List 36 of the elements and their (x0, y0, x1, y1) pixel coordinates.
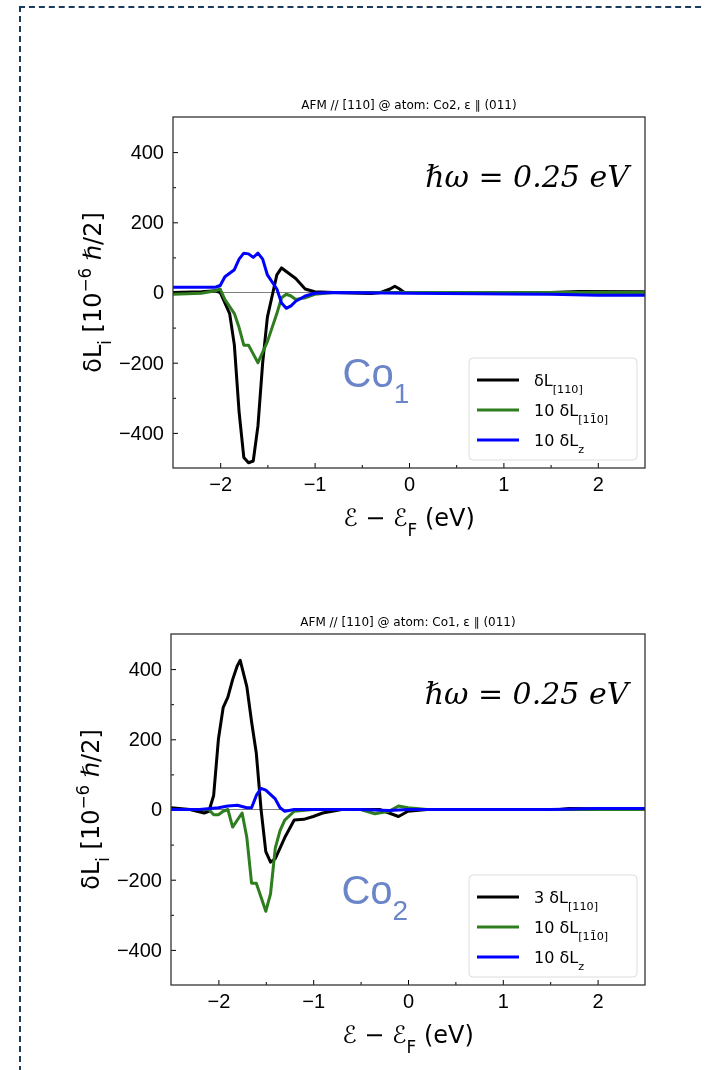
line-series (173, 251, 645, 310)
x-tick-label: −2 (209, 473, 233, 496)
y-tick-label: 400 (130, 141, 164, 163)
y-tick-label: −200 (116, 868, 162, 891)
y-tick-label: 200 (130, 211, 164, 234)
x-tick-label: 1 (498, 473, 510, 496)
x-tick-label: −2 (207, 990, 231, 1013)
x-axis-title: ℰ − ℰ$_{F}$ (eV) (342, 1021, 474, 1057)
y-tick-label: −400 (116, 938, 162, 961)
x-tick-label: −1 (302, 990, 326, 1013)
x-tick-label: 0 (403, 473, 416, 496)
x-tick-label: 2 (592, 473, 604, 496)
legend-label: 3 δL$_{[110]}$ (534, 888, 599, 913)
y-tick-label: 200 (128, 728, 162, 751)
legend-label: 10 δL$_{z}$ (534, 948, 585, 973)
x-tick-label: 2 (592, 990, 604, 1013)
chart-title: AFM // [110] @ atom: Co1, ε ∥ (011) (300, 615, 516, 629)
annotation: Co$_{2}$ (341, 868, 409, 926)
y-tick-label: −200 (118, 351, 164, 374)
line-series (171, 786, 645, 813)
annotation: ℏω = 0.25 eV (424, 676, 632, 711)
y-tick-label: 400 (128, 658, 162, 680)
legend-label: δL$_{[110]}$ (534, 371, 583, 396)
x-tick-label: −1 (303, 473, 327, 496)
y-tick-label: 0 (150, 798, 162, 821)
annotation: ℏω = 0.25 eV (425, 159, 633, 194)
x-axis-title: ℰ − ℰ$_{F}$ (eV) (343, 504, 475, 540)
x-tick-label: 0 (402, 990, 415, 1013)
chart-title: AFM // [110] @ atom: Co2, ε ∥ (011) (301, 98, 517, 112)
legend-label: 10 δL$_{z}$ (534, 431, 585, 456)
x-tick-label: 1 (497, 990, 509, 1013)
legend-label: 10 δL$_{[11̄0]}$ (534, 918, 609, 943)
annotation: Co$_{1}$ (342, 351, 410, 409)
legend-label: 10 δL$_{[11̄0]}$ (534, 401, 609, 426)
y-tick-label: −400 (118, 421, 164, 444)
y-tick-label: 0 (152, 281, 164, 304)
